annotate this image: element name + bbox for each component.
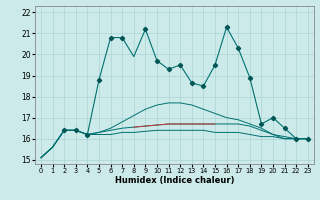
X-axis label: Humidex (Indice chaleur): Humidex (Indice chaleur) xyxy=(115,176,234,185)
